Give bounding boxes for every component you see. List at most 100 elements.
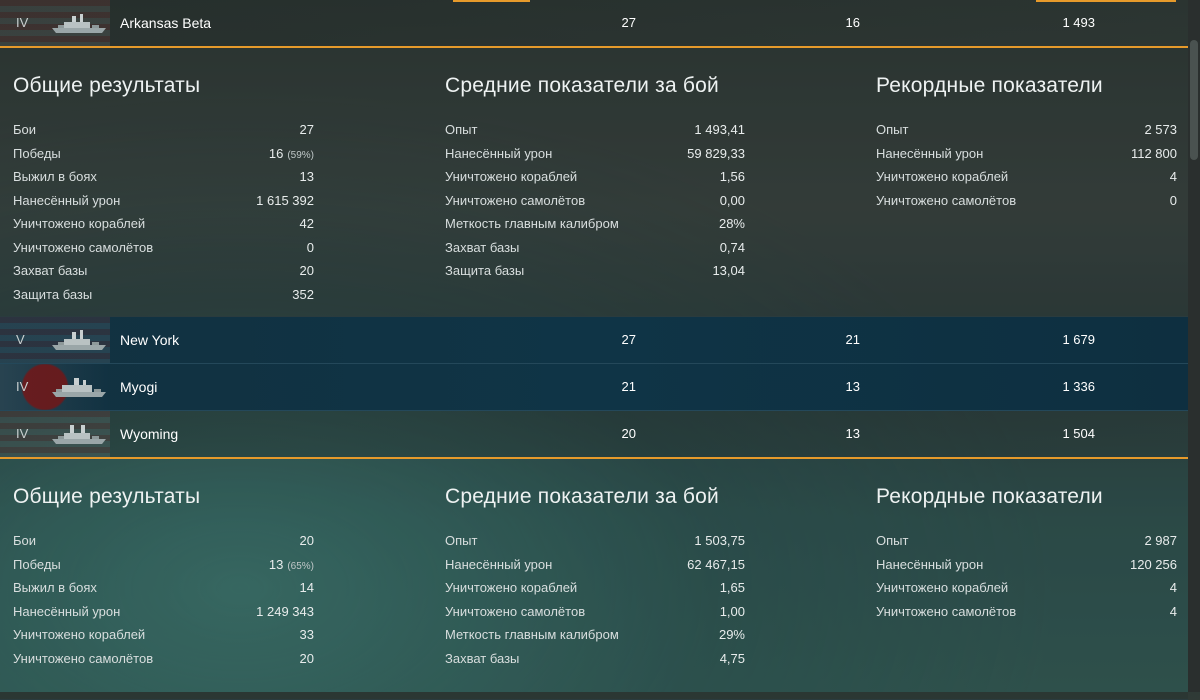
stat-row: Опыт 2 573 bbox=[876, 118, 1177, 142]
stat-row: Нанесённый урон 1 615 392 bbox=[13, 189, 314, 213]
stat-value: 4,75 bbox=[719, 650, 745, 666]
stat-value: 20 bbox=[299, 533, 314, 548]
stat-row: Уничтожено самолётов 0,00 bbox=[445, 189, 745, 213]
nation-flag-icon bbox=[0, 317, 110, 363]
ship-tier: IV bbox=[16, 15, 29, 30]
stat-label: Уничтожено самолётов bbox=[13, 650, 154, 666]
stat-label: Опыт bbox=[445, 122, 478, 137]
stat-value: 20 bbox=[299, 650, 314, 666]
stat-row: Захват базы 4,75 bbox=[445, 647, 745, 671]
stat-row: Нанесённый урон 112 800 bbox=[876, 142, 1177, 166]
stat-value: 42 bbox=[299, 216, 314, 231]
stat-value: 14 bbox=[299, 580, 314, 595]
stat-row: Защита базы 352 bbox=[13, 283, 314, 307]
stat-label: Уничтожено кораблей bbox=[13, 216, 146, 231]
ship-stats-panel-arkansas-beta: Общие результаты Бои 27 Победы 16 (59%) Выж… bbox=[0, 48, 1188, 317]
stat-label: Нанесённый урон bbox=[445, 556, 553, 572]
stat-row: Победы 16 (59%) bbox=[13, 142, 314, 166]
average-per-battle-title: Средние показатели за бой bbox=[445, 485, 719, 508]
stat-row: Защита базы 13,04 bbox=[445, 259, 745, 283]
battleship-icon bbox=[52, 378, 106, 397]
stat-value: 1 503,75 bbox=[694, 533, 745, 548]
records-title: Рекордные показатели bbox=[876, 485, 1103, 508]
stat-value: 2 987 bbox=[1144, 533, 1177, 548]
average-per-battle-title: Средние показатели за бой bbox=[445, 74, 719, 97]
stat-row: Уничтожено самолётов 4 bbox=[876, 600, 1177, 624]
stat-row: Уничтожено кораблей 4 bbox=[876, 165, 1177, 189]
battles-count: 27 bbox=[621, 332, 636, 347]
stat-row: Уничтожено кораблей 4 bbox=[876, 576, 1177, 600]
stat-value: 27 bbox=[299, 122, 314, 137]
stat-label: Уничтожено кораблей bbox=[876, 580, 1009, 595]
stat-label: Бои bbox=[13, 533, 37, 548]
stat-value: 29% bbox=[718, 627, 745, 642]
records-column: Рекордные показатели Опыт 2 987 Нанесённы… bbox=[876, 485, 1177, 623]
win-rate-percent: (59%) bbox=[287, 149, 314, 161]
stat-row: Победы 13 (65%) bbox=[13, 553, 314, 577]
stat-value: 352 bbox=[292, 286, 314, 302]
stat-value: 13 bbox=[268, 556, 284, 572]
stat-label: Меткость главным калибром bbox=[445, 216, 619, 231]
stat-label: Бои bbox=[13, 122, 37, 137]
stat-label: Нанесённый урон bbox=[13, 603, 121, 619]
ship-row-wyoming[interactable]: IV Wyoming 20 13 1 504 bbox=[0, 411, 1188, 459]
stat-value: 59 829,33 bbox=[687, 145, 745, 161]
general-results-title: Общие результаты bbox=[13, 74, 201, 97]
vertical-scrollbar[interactable] bbox=[1188, 0, 1200, 692]
ship-row-myogi[interactable]: IV Myogi 21 13 1 336 bbox=[0, 364, 1188, 411]
battles-count: 27 bbox=[621, 15, 636, 30]
stat-value: 13 bbox=[299, 169, 314, 184]
general-results-column: Общие результаты Бои 20 Победы 13 (65%) Выж… bbox=[13, 485, 314, 670]
stat-row: Нанесённый урон 120 256 bbox=[876, 553, 1177, 577]
stat-row: Опыт 2 987 bbox=[876, 529, 1177, 553]
stat-label: Захват базы bbox=[445, 239, 520, 255]
stat-label: Уничтожено самолётов bbox=[13, 239, 154, 255]
stat-row: Уничтожено самолётов 0 bbox=[13, 236, 314, 260]
battles-count: 21 bbox=[621, 379, 636, 394]
stat-label: Нанесённый урон bbox=[13, 192, 121, 208]
stat-value: 112 800 bbox=[1130, 145, 1177, 161]
stat-value: 13,04 bbox=[712, 263, 745, 278]
stat-row: Уничтожено кораблей 1,56 bbox=[445, 165, 745, 189]
stat-value: 1 615 392 bbox=[256, 192, 314, 208]
stat-label: Опыт bbox=[445, 533, 478, 548]
battleship-icon bbox=[52, 330, 106, 350]
stat-label: Защита базы bbox=[445, 263, 525, 278]
scrollbar-thumb[interactable] bbox=[1190, 40, 1198, 160]
average-per-battle-column: Средние показатели за бой Опыт 1 493,41 Н… bbox=[445, 74, 745, 283]
records-column: Рекордные показатели Опыт 2 573 Нанесённы… bbox=[876, 74, 1177, 212]
battleship-icon bbox=[52, 425, 106, 444]
stat-row: Уничтожено кораблей 1,65 bbox=[445, 576, 745, 600]
ship-row-new-york[interactable]: V New York 27 21 1 679 bbox=[0, 317, 1188, 364]
stat-value: 1 249 343 bbox=[256, 603, 314, 619]
stat-row: Уничтожено кораблей 42 bbox=[13, 212, 314, 236]
stat-label: Защита базы bbox=[13, 286, 93, 302]
stat-row: Захват базы 0,74 bbox=[445, 236, 745, 260]
stat-value: 1,00 bbox=[719, 603, 745, 619]
ship-name: Myogi bbox=[120, 379, 158, 395]
wins-count: 21 bbox=[845, 332, 860, 347]
win-rate-percent: (65%) bbox=[287, 560, 314, 572]
ship-row-arkansas-beta[interactable]: IV Arkansas Beta 27 16 1 493 bbox=[0, 0, 1188, 48]
stat-row: Меткость главным калибром 28% bbox=[445, 212, 745, 236]
stat-label: Выжил в боях bbox=[13, 580, 97, 595]
ship-tier: IV bbox=[16, 379, 29, 394]
stat-row: Бои 20 bbox=[13, 529, 314, 553]
stat-value: 4 bbox=[1169, 580, 1177, 595]
stat-label: Захват базы bbox=[13, 263, 88, 278]
stat-row: Уничтожено самолётов 0 bbox=[876, 189, 1177, 213]
stat-label: Меткость главным калибром bbox=[445, 627, 619, 642]
stat-label: Нанесённый урон bbox=[876, 145, 984, 161]
column-highlight-accent bbox=[1036, 0, 1176, 2]
stat-value: 16 bbox=[268, 145, 284, 161]
stat-value: 28% bbox=[718, 216, 745, 231]
stat-label: Победы bbox=[13, 145, 61, 161]
stat-value: 4 bbox=[1169, 169, 1177, 184]
average-xp: 1 493 bbox=[1062, 15, 1095, 30]
stat-label: Уничтожено самолётов bbox=[445, 192, 586, 208]
records-title: Рекордные показатели bbox=[876, 74, 1103, 97]
stat-row: Выжил в боях 13 bbox=[13, 165, 314, 189]
battleship-icon bbox=[52, 14, 106, 33]
stat-row: Меткость главным калибром 29% bbox=[445, 623, 745, 647]
stat-label: Уничтожено кораблей bbox=[13, 627, 146, 642]
